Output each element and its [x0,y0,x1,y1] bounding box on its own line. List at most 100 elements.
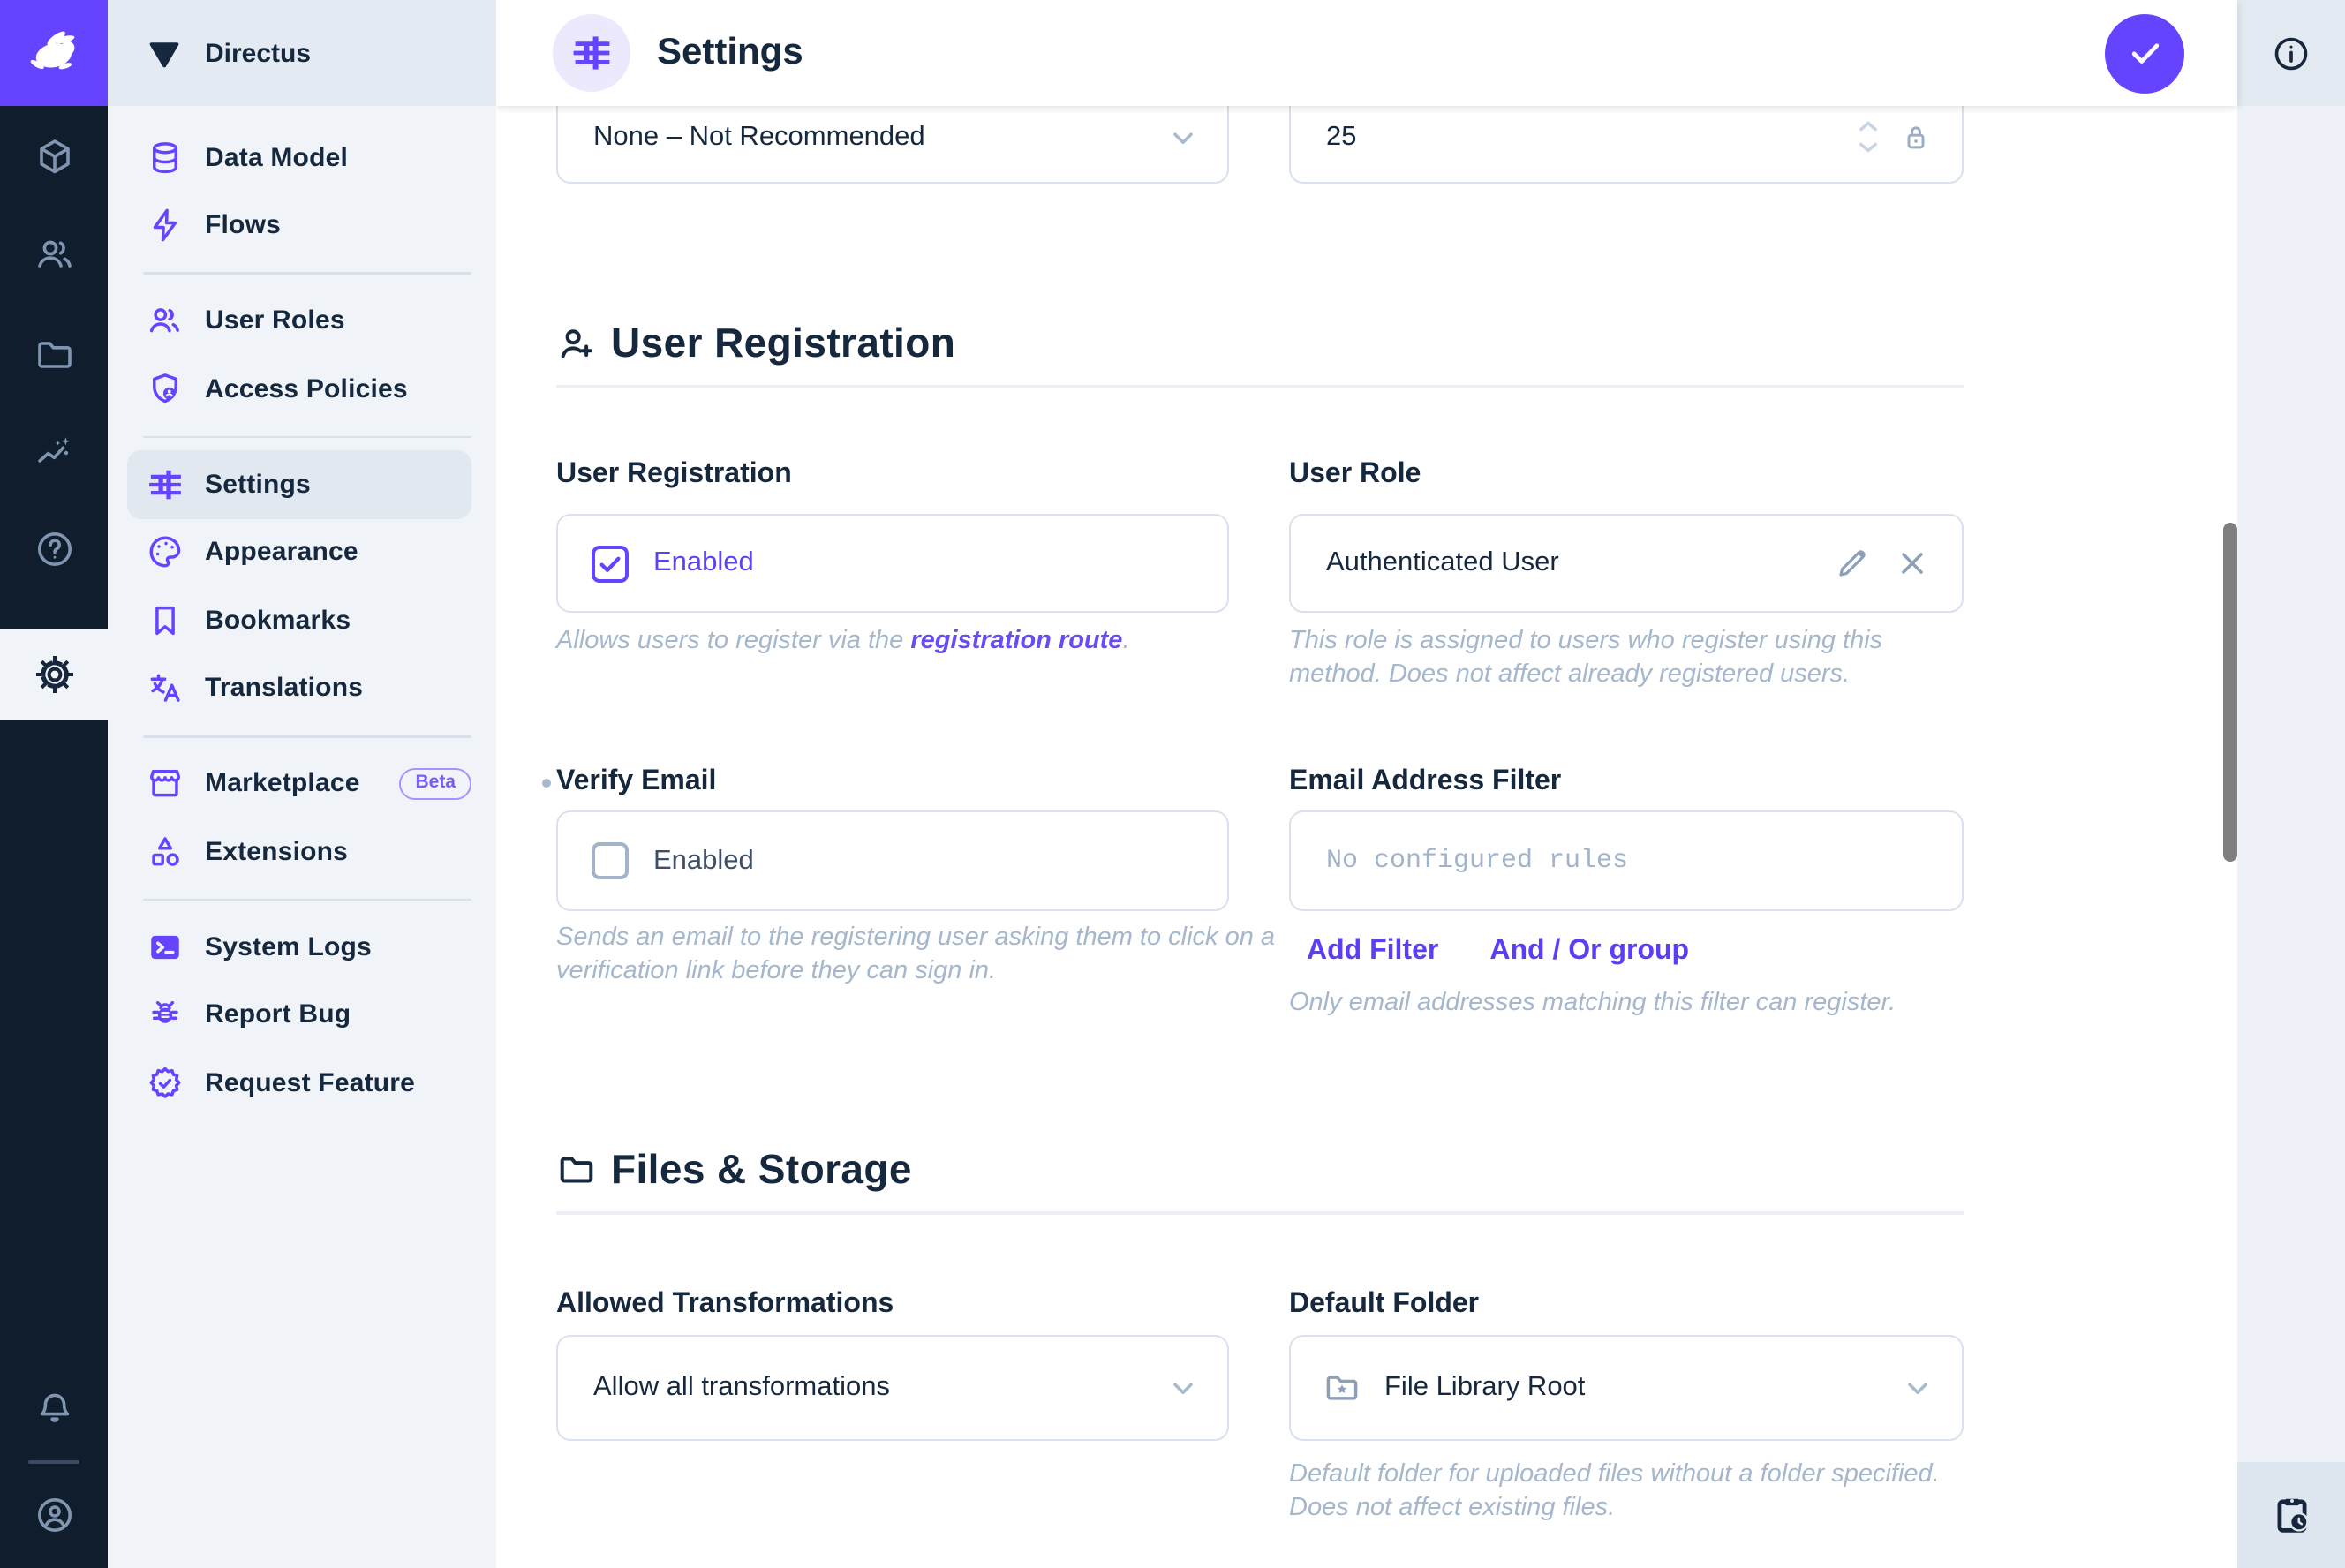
checkbox-checked-icon[interactable] [592,545,629,582]
module-files[interactable] [0,309,108,401]
email-filter-placeholder: No configured rules [1326,846,1629,876]
shapes-icon [147,833,184,871]
verify-email-helper: Sends an email to the registering user a… [556,923,1276,985]
translate-icon [147,670,184,707]
user-registration-checkbox-field[interactable]: Enabled [556,514,1229,613]
beta-badge: Beta [399,767,471,800]
nav-item-marketplace[interactable]: Marketplace Beta [127,750,471,818]
select-value: None – Not Recommended [593,121,925,151]
nav-divider [143,435,471,438]
module-help[interactable] [0,503,108,595]
project-shield-icon [145,34,184,72]
nav-item-request-feature[interactable]: Request Feature [127,1049,471,1117]
person-plus-icon [556,323,597,364]
module-bar-divider [28,1460,79,1464]
vertical-scrollbar[interactable] [2223,523,2236,862]
main-area: None – Not Recommended 25 [496,0,2237,1568]
nav-item-extensions[interactable]: Extensions [127,818,471,886]
activity-log-button[interactable] [2237,1462,2345,1568]
default-folder-helper: Default folder for uploaded files withou… [1289,1460,1940,1522]
edit-pencil-icon[interactable] [1835,546,1870,581]
nav-item-report-bug[interactable]: Report Bug [127,981,471,1049]
nav-item-label: Access Policies [205,373,408,404]
user-role-value: Authenticated User [1326,547,1559,577]
nav-item-flows[interactable]: Flows [127,192,471,260]
nav-item-label: User Roles [205,305,345,336]
user-role-helper: This role is assigned to users who regis… [1289,627,1883,689]
bug-icon [147,997,184,1034]
allowed-transformations-select[interactable]: Allow all transformations [556,1335,1229,1441]
directus-logo-button[interactable] [0,0,108,106]
avatar-icon [33,1494,75,1536]
settings-title-icon [553,14,630,92]
help-icon [33,528,75,570]
number-value: 25 [1326,121,1357,151]
module-users[interactable] [0,208,108,300]
select-field-partial[interactable]: None – Not Recommended [556,106,1229,184]
folder-icon [556,1150,597,1190]
nav-item-settings[interactable]: Settings [127,450,471,518]
section-title: User Registration [611,320,956,366]
database-icon [147,139,184,177]
nav-divider [143,898,471,901]
bolt-icon [147,207,184,245]
helper-text: Allows users to register via the [556,627,911,655]
section-divider [556,1211,1964,1214]
save-button[interactable] [2105,13,2184,93]
default-folder-select[interactable]: File Library Root [1289,1335,1964,1441]
module-content[interactable] [0,111,108,203]
settings-nav-panel: Directus Data Model [108,0,496,1568]
nav-item-appearance[interactable]: Appearance [127,518,471,586]
email-filter-label: Email Address Filter [1289,766,1562,796]
module-insights[interactable] [0,406,108,498]
module-bar [0,0,108,1568]
palette-icon [147,534,184,571]
project-header[interactable]: Directus [108,0,496,106]
bell-icon [33,1388,75,1430]
allowed-transformations-value: Allow all transformations [593,1372,890,1402]
number-stepper[interactable] [1856,118,1881,155]
email-filter-field[interactable]: No configured rules [1289,810,1964,911]
registration-route-link[interactable]: registration route [910,627,1123,655]
checkbox-label: Enabled [653,547,754,577]
checkbox-unchecked-icon[interactable] [592,842,629,879]
clear-x-icon[interactable] [1895,546,1930,581]
sliders-icon [147,466,184,503]
info-icon[interactable] [2271,33,2311,73]
user-role-field[interactable]: Authenticated User [1289,514,1964,613]
nav-item-user-roles[interactable]: User Roles [127,287,471,355]
nav-item-label: Report Bug [205,999,351,1030]
nav-item-bookmarks[interactable]: Bookmarks [127,586,471,654]
verify-email-checkbox-field[interactable]: Enabled [556,810,1229,911]
settings-form: None – Not Recommended 25 [496,106,2237,1568]
checkbox-label: Enabled [653,845,754,875]
verify-email-label: Verify Email [556,766,717,796]
nav-item-access-policies[interactable]: Access Policies [127,355,471,423]
nav-item-label: Data Model [205,142,349,173]
nav-item-label: Settings [205,469,311,500]
chevron-down-icon[interactable] [1167,1372,1199,1404]
chevron-down-icon[interactable] [1902,1372,1934,1404]
nav-item-label: Extensions [205,836,349,867]
nav-divider [143,735,471,737]
sidebar-info-section[interactable] [2237,0,2345,106]
default-folder-value: File Library Root [1384,1372,1586,1402]
module-settings[interactable] [0,629,108,720]
gear-icon [33,653,75,696]
user-menu-button[interactable] [0,1469,108,1561]
nav-item-translations[interactable]: Translations [127,654,471,722]
folder-icon [33,334,75,376]
number-field-partial[interactable]: 25 [1289,106,1964,184]
notifications-button[interactable] [0,1363,108,1455]
users-icon [147,303,184,340]
chevron-down-icon[interactable] [1167,121,1199,153]
nav-item-label: System Logs [205,931,372,962]
and-or-group-link[interactable]: And / Or group [1489,936,1690,966]
nav-item-system-logs[interactable]: System Logs [127,913,471,981]
nav-item-data-model[interactable]: Data Model [127,124,471,192]
edited-indicator-dot [542,779,551,788]
add-filter-link[interactable]: Add Filter [1307,936,1439,966]
section-divider [556,385,1964,388]
rabbit-logo-icon [24,23,84,83]
nav-item-label: Request Feature [205,1067,416,1098]
